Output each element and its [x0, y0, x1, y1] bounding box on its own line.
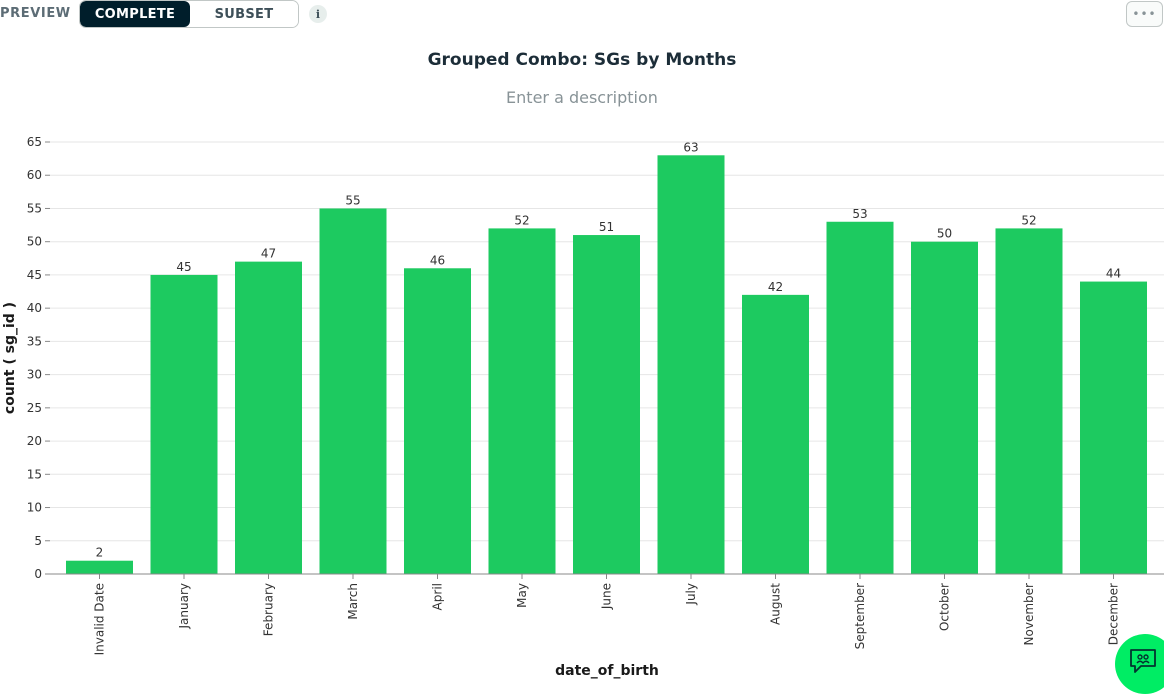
y-tick-label: 10	[27, 501, 42, 515]
y-tick-label: 15	[27, 467, 42, 481]
y-axis-title: count ( sg_id )	[2, 302, 18, 414]
x-tick-label: August	[769, 583, 783, 625]
data-label: 45	[176, 260, 191, 274]
y-tick-label: 45	[27, 268, 42, 282]
x-axis-ticks: Invalid Date January February March April May…	[93, 574, 1121, 655]
y-tick-label: 60	[27, 168, 42, 182]
y-axis-ticks: 0 5 10 15 20 25 30 35 40 45 50 55 60 65	[27, 135, 50, 581]
bar-chart: 0 5 10 15 20 25 30 35 40 45 50 55 60 65 2 45 47 55 46 52 51…	[2, 135, 1164, 679]
data-label: 63	[683, 140, 698, 154]
x-tick-label: January	[177, 583, 191, 630]
complete-toggle-button[interactable]: COMPLETE	[80, 1, 190, 27]
bar-august[interactable]	[742, 294, 809, 574]
bars	[66, 155, 1147, 575]
more-options-button[interactable]: •••	[1126, 1, 1163, 27]
bar-invalid-date[interactable]	[66, 560, 133, 574]
x-tick-label: March	[346, 583, 360, 620]
x-tick-label: July	[684, 583, 698, 606]
bar-march[interactable]	[319, 208, 387, 574]
chart-title[interactable]: Grouped Combo: SGs by Months	[427, 50, 737, 70]
subset-toggle-button[interactable]: SUBSET	[190, 1, 298, 27]
data-label: 51	[599, 220, 614, 234]
y-tick-label: 50	[27, 235, 42, 249]
y-tick-label: 5	[34, 534, 42, 548]
ellipsis-icon: •••	[1132, 7, 1157, 21]
data-label: 44	[1106, 267, 1121, 281]
bar-december[interactable]	[1080, 281, 1147, 574]
bar-september[interactable]	[826, 221, 894, 574]
y-tick-label: 25	[27, 401, 42, 415]
bar-october[interactable]	[911, 241, 978, 574]
bar-february[interactable]	[235, 261, 302, 574]
data-labels: 2 45 47 55 46 52 51 63 42 53 50 52 44	[96, 140, 1121, 559]
chat-icon	[1130, 649, 1156, 673]
y-tick-label: 0	[34, 567, 42, 581]
x-tick-label: April	[431, 583, 445, 610]
y-tick-label: 55	[27, 201, 42, 215]
bar-april[interactable]	[404, 268, 471, 574]
data-label: 52	[1021, 213, 1036, 227]
bar-june[interactable]	[573, 235, 640, 574]
x-tick-label: October	[938, 583, 952, 631]
data-label: 47	[261, 247, 276, 261]
chart-description[interactable]: Enter a description	[506, 88, 658, 107]
x-axis-title: date_of_birth	[555, 663, 659, 679]
x-tick-label: November	[1022, 583, 1036, 645]
x-tick-label: May	[515, 583, 529, 608]
data-mode-toggle: COMPLETE SUBSET	[79, 0, 299, 28]
y-tick-label: 65	[27, 135, 42, 149]
toolbar: PREVIEW COMPLETE SUBSET i •••	[0, 0, 1164, 30]
x-tick-label: December	[1107, 583, 1121, 645]
x-tick-label: September	[853, 583, 867, 649]
data-label: 53	[852, 207, 867, 221]
bar-november[interactable]	[995, 228, 1063, 574]
y-tick-label: 30	[27, 368, 42, 382]
data-label: 50	[937, 227, 952, 241]
data-label: 52	[514, 213, 529, 227]
data-label: 46	[430, 253, 445, 267]
x-tick-label: February	[262, 583, 276, 636]
bar-july[interactable]	[657, 155, 725, 575]
y-tick-label: 40	[27, 301, 42, 315]
chat-button[interactable]	[1115, 634, 1164, 694]
x-tick-label: June	[600, 583, 614, 610]
y-tick-label: 20	[27, 434, 42, 448]
data-label: 2	[96, 546, 104, 560]
info-icon[interactable]: i	[309, 5, 327, 23]
data-label: 55	[345, 193, 360, 207]
x-tick-label: Invalid Date	[93, 583, 107, 655]
y-tick-label: 35	[27, 334, 42, 348]
bar-january[interactable]	[150, 274, 218, 574]
bar-may[interactable]	[488, 228, 556, 574]
preview-label: PREVIEW	[0, 6, 71, 21]
data-label: 42	[768, 280, 783, 294]
